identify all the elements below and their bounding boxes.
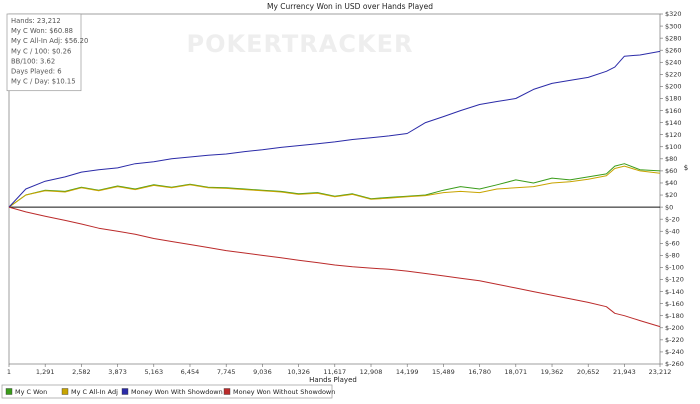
y-tick-label: $200	[665, 83, 682, 91]
x-tick-label: 12,908	[360, 368, 383, 376]
x-tick-label: 3,873	[108, 368, 127, 376]
legend: My C Won My C All-In Adj Money Won With Sh…	[1, 384, 335, 399]
y-tick-label: $-180	[665, 312, 684, 320]
series-line-3	[8, 50, 661, 208]
x-tick-label: 10,326	[287, 368, 310, 376]
x-axis-title: Hands Played	[309, 376, 357, 384]
y-tick-label: $-220	[665, 336, 684, 344]
y-tick-label: $300	[665, 22, 682, 30]
stats-line: Days Played: 6	[11, 68, 62, 76]
y-tick-label: $240	[665, 58, 682, 66]
y-tick-label: $0	[665, 203, 673, 211]
stats-line: Hands: 23,212	[11, 17, 61, 25]
y-axis-title: $	[684, 164, 688, 172]
stats-line: My C / 100: $0.26	[11, 47, 71, 55]
x-tick-label: 7,745	[217, 368, 236, 376]
y-tick-label: $-240	[665, 348, 684, 356]
x-tick-label: 23,212	[649, 368, 672, 376]
chart-title: My Currency Won in USD over Hands Played	[267, 2, 433, 11]
watermark: POKERTRACKER	[187, 30, 414, 58]
legend-label: Money Won Without Showdown	[233, 388, 335, 396]
legend-label: My C All-In Adj	[71, 388, 118, 396]
legend-label: My C Won	[15, 388, 47, 396]
series-line-4	[8, 206, 661, 328]
y-tick-label: $160	[665, 107, 682, 115]
y-tick-label: $80	[665, 155, 677, 163]
legend-label: Money Won With Showdown	[131, 388, 223, 396]
y-tick-label: $-200	[665, 324, 684, 332]
y-tick-label: $-260	[665, 360, 684, 368]
x-tick-label: 1	[7, 368, 11, 376]
x-tick-label: 14,199	[396, 368, 419, 376]
legend-swatch	[61, 388, 69, 395]
stats-box: Hands: 23,212 My C Won: $60.88 My C All-In…	[6, 13, 88, 92]
stats-line: My C Won: $60.88	[11, 27, 73, 35]
y-tick-label: $280	[665, 34, 682, 42]
series-layer	[8, 50, 661, 328]
x-tick-label: 16,780	[468, 368, 491, 376]
y-tick-label: $-120	[665, 276, 684, 284]
y-tick-label: $-40	[665, 227, 680, 235]
x-tick-label: 1,291	[36, 368, 55, 376]
y-tick-label: $-20	[665, 215, 680, 223]
x-tick-label: 9,036	[253, 368, 272, 376]
series-line-2	[8, 165, 661, 208]
y-tick-label: $-160	[665, 300, 684, 308]
y-tick-label: $60	[665, 167, 677, 175]
y-tick-label: $320	[665, 10, 682, 18]
x-tick-label: 11,617	[323, 368, 346, 376]
stats-box-frame	[6, 13, 82, 92]
y-tick-label: $100	[665, 143, 682, 151]
x-tick-label: 19,362	[541, 368, 564, 376]
stats-line: BB/100: 3.62	[11, 57, 55, 65]
x-tick-label: 5,163	[144, 368, 163, 376]
y-tick-label: $180	[665, 95, 682, 103]
y-tick-label: $260	[665, 46, 682, 54]
x-tick-label: 15,489	[432, 368, 455, 376]
series-line-1	[8, 163, 661, 208]
y-tick-label: $-80	[665, 252, 680, 260]
axes: $-260 $-240 $-220 $-200 $-180 $-160 $-140 $-120…	[7, 10, 684, 376]
y-tick-label: $140	[665, 119, 682, 127]
x-tick-label: 18,071	[504, 368, 527, 376]
stats-line: My C / Day: $10.15	[11, 78, 76, 86]
x-tick-label: 21,943	[613, 368, 636, 376]
y-tick-label: $20	[665, 191, 677, 199]
y-tick-label: $-60	[665, 240, 680, 248]
x-tick-label: 6,454	[181, 368, 200, 376]
y-tick-label: $-140	[665, 288, 684, 296]
legend-swatch	[223, 388, 231, 395]
x-tick-label: 2,582	[72, 368, 91, 376]
y-tick-label: $220	[665, 71, 682, 79]
legend-swatch	[5, 388, 13, 395]
x-tick-label: 20,652	[577, 368, 600, 376]
legend-frame	[1, 384, 333, 399]
y-tick-label: $120	[665, 131, 682, 139]
legend-swatch	[121, 388, 129, 395]
y-tick-label: $40	[665, 179, 677, 187]
y-tick-label: $-100	[665, 264, 684, 272]
stats-line: My C All-In Adj: $56.20	[11, 37, 88, 45]
